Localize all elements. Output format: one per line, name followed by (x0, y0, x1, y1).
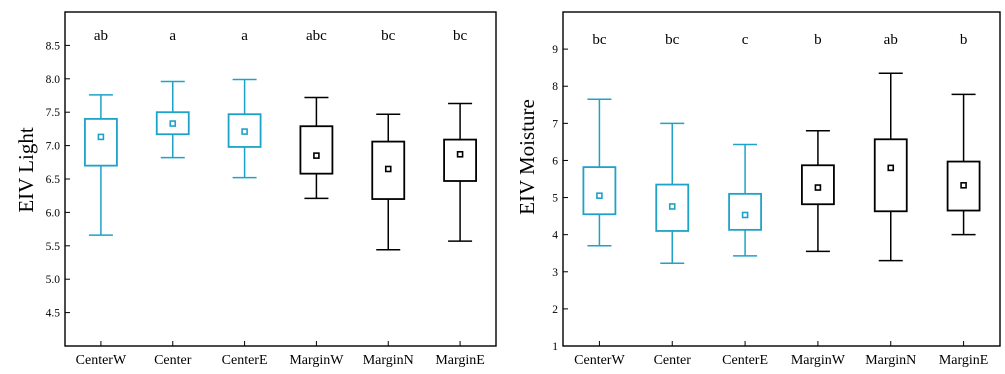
significance-letters: bc (665, 32, 680, 48)
plot-frame (562, 11, 1001, 347)
mean-point (384, 165, 392, 173)
significance-letters: ab (884, 32, 898, 48)
x-category-label: CenterE (722, 353, 768, 368)
significance-letters: a (169, 28, 176, 44)
box-centere: a (227, 28, 262, 179)
x-category-label: CenterW (76, 353, 127, 368)
mean-point (97, 133, 105, 141)
eiv-light-panel: 4.5 5.0 5.5 6.0 6.5 7.0 7.5 8.0 8.5 EIV Light Cent… (14, 11, 497, 368)
mean-point (668, 203, 676, 210)
y-tick-label: 7 (552, 118, 558, 130)
box-marginn: ab (873, 32, 908, 262)
x-category-label: MarginW (289, 353, 344, 368)
iqr-box (299, 125, 334, 175)
mean-point (596, 192, 603, 199)
significance-letters: a (241, 28, 248, 44)
y-tick-label: 7.5 (46, 107, 61, 119)
mean-point (456, 150, 464, 158)
box-centerw: bc (582, 32, 617, 247)
y-tick-label: 6 (552, 155, 558, 167)
box-margine: bc (443, 28, 477, 242)
y-tick-label: 9 (552, 44, 558, 56)
iqr-box (84, 117, 118, 167)
plot-frame (64, 11, 497, 347)
y-tick-label: 6.0 (46, 207, 61, 219)
box-marginw: b (801, 32, 835, 253)
x-category-label: MarginN (865, 353, 916, 368)
y-axis-title: EIV Light (14, 127, 38, 213)
mean-point (313, 152, 320, 159)
x-category-label: MarginE (435, 353, 485, 368)
box-marginw: abc (299, 28, 334, 200)
y-tick-label: 4 (552, 230, 558, 242)
box-centere: c (728, 32, 762, 257)
y-tick-label: 8.5 (46, 40, 61, 52)
mean-point (887, 164, 895, 172)
y-tick-label: 5 (552, 193, 558, 205)
y-tick-label: 8.0 (46, 74, 61, 86)
y-tick-label: 7.0 (46, 141, 61, 153)
mean-point (960, 182, 967, 189)
x-category-label: MarginW (791, 353, 846, 368)
y-tick-label: 4.5 (46, 308, 61, 320)
significance-letters: c (742, 32, 749, 48)
y-tick-label: 1 (552, 341, 558, 353)
y-tick-label: 6.5 (46, 174, 61, 186)
iqr-box (582, 166, 617, 216)
y-tick-label: 5.5 (46, 241, 61, 253)
iqr-box (873, 138, 908, 213)
mean-point (814, 184, 822, 191)
mean-point (169, 120, 177, 127)
box-center: bc (655, 32, 690, 264)
mean-point (741, 211, 749, 219)
y-tick-label: 2 (552, 304, 558, 316)
box-center: a (155, 28, 190, 159)
significance-letters: abc (306, 28, 327, 44)
significance-letters: bc (381, 28, 396, 44)
x-category-label: MarginN (363, 353, 414, 368)
significance-letters: bc (453, 28, 468, 44)
y-tick-label: 3 (552, 267, 558, 279)
significance-letters: bc (592, 32, 607, 48)
mean-point (241, 128, 248, 135)
box-marginn: bc (371, 28, 406, 251)
significance-letters: b (814, 32, 822, 48)
significance-letters: b (960, 32, 968, 48)
y-axis-title: EIV Moisture (515, 99, 539, 215)
x-category-label: MarginE (939, 353, 989, 368)
x-category-label: CenterE (222, 353, 268, 368)
y-tick-label: 8 (552, 81, 558, 93)
eiv-moisture-panel: 1 2 3 4 5 6 7 8 9 EIV Moisture CenterW Center Center… (515, 11, 1001, 368)
y-tick-label: 5.0 (46, 274, 61, 286)
box-centerw: ab (84, 28, 118, 236)
significance-letters: ab (94, 28, 108, 44)
iqr-box (443, 138, 477, 182)
x-category-label: Center (654, 353, 692, 368)
box-margine: b (946, 32, 981, 236)
x-category-label: CenterW (574, 353, 625, 368)
x-category-label: Center (154, 353, 192, 368)
